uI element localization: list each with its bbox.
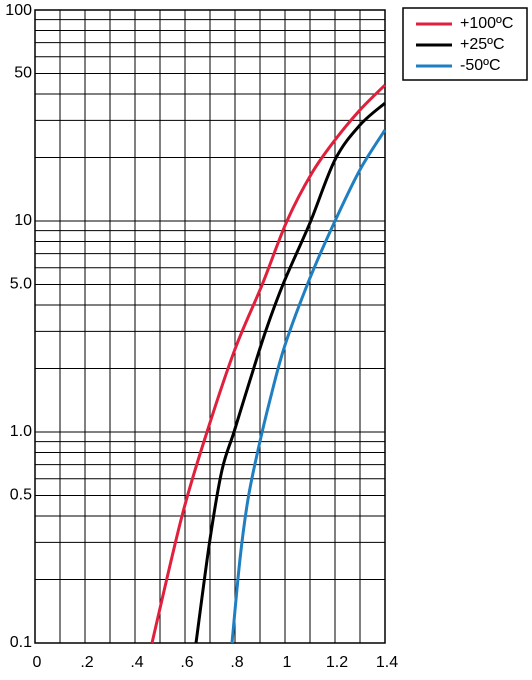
y-tick-label: 10	[14, 212, 32, 229]
y-tick-label: 0.1	[10, 634, 32, 651]
x-tick-label: 1	[283, 654, 292, 671]
legend-label: +25ºC	[460, 36, 505, 53]
y-tick-label: 0.5	[10, 487, 32, 504]
x-tick-label: .4	[130, 654, 143, 671]
y-tick-label: 100	[5, 2, 32, 19]
y-tick-label: 50	[14, 65, 32, 82]
y-tick-label: 5.0	[10, 276, 32, 293]
x-tick-label: .2	[80, 654, 93, 671]
x-tick-label: .6	[180, 654, 193, 671]
x-tick-label: 1.4	[376, 654, 398, 671]
plot-frame	[34, 9, 386, 644]
y-tick-label: 1.0	[10, 423, 32, 440]
x-tick-label: .8	[230, 654, 243, 671]
data-line	[150, 83, 387, 644]
legend-label: +100ºC	[460, 15, 513, 32]
data-line	[230, 129, 387, 644]
x-tick-label: 1.2	[326, 654, 348, 671]
legend-label: -50ºC	[460, 57, 501, 74]
data-line	[194, 101, 386, 644]
x-tick-label: 0	[33, 654, 42, 671]
